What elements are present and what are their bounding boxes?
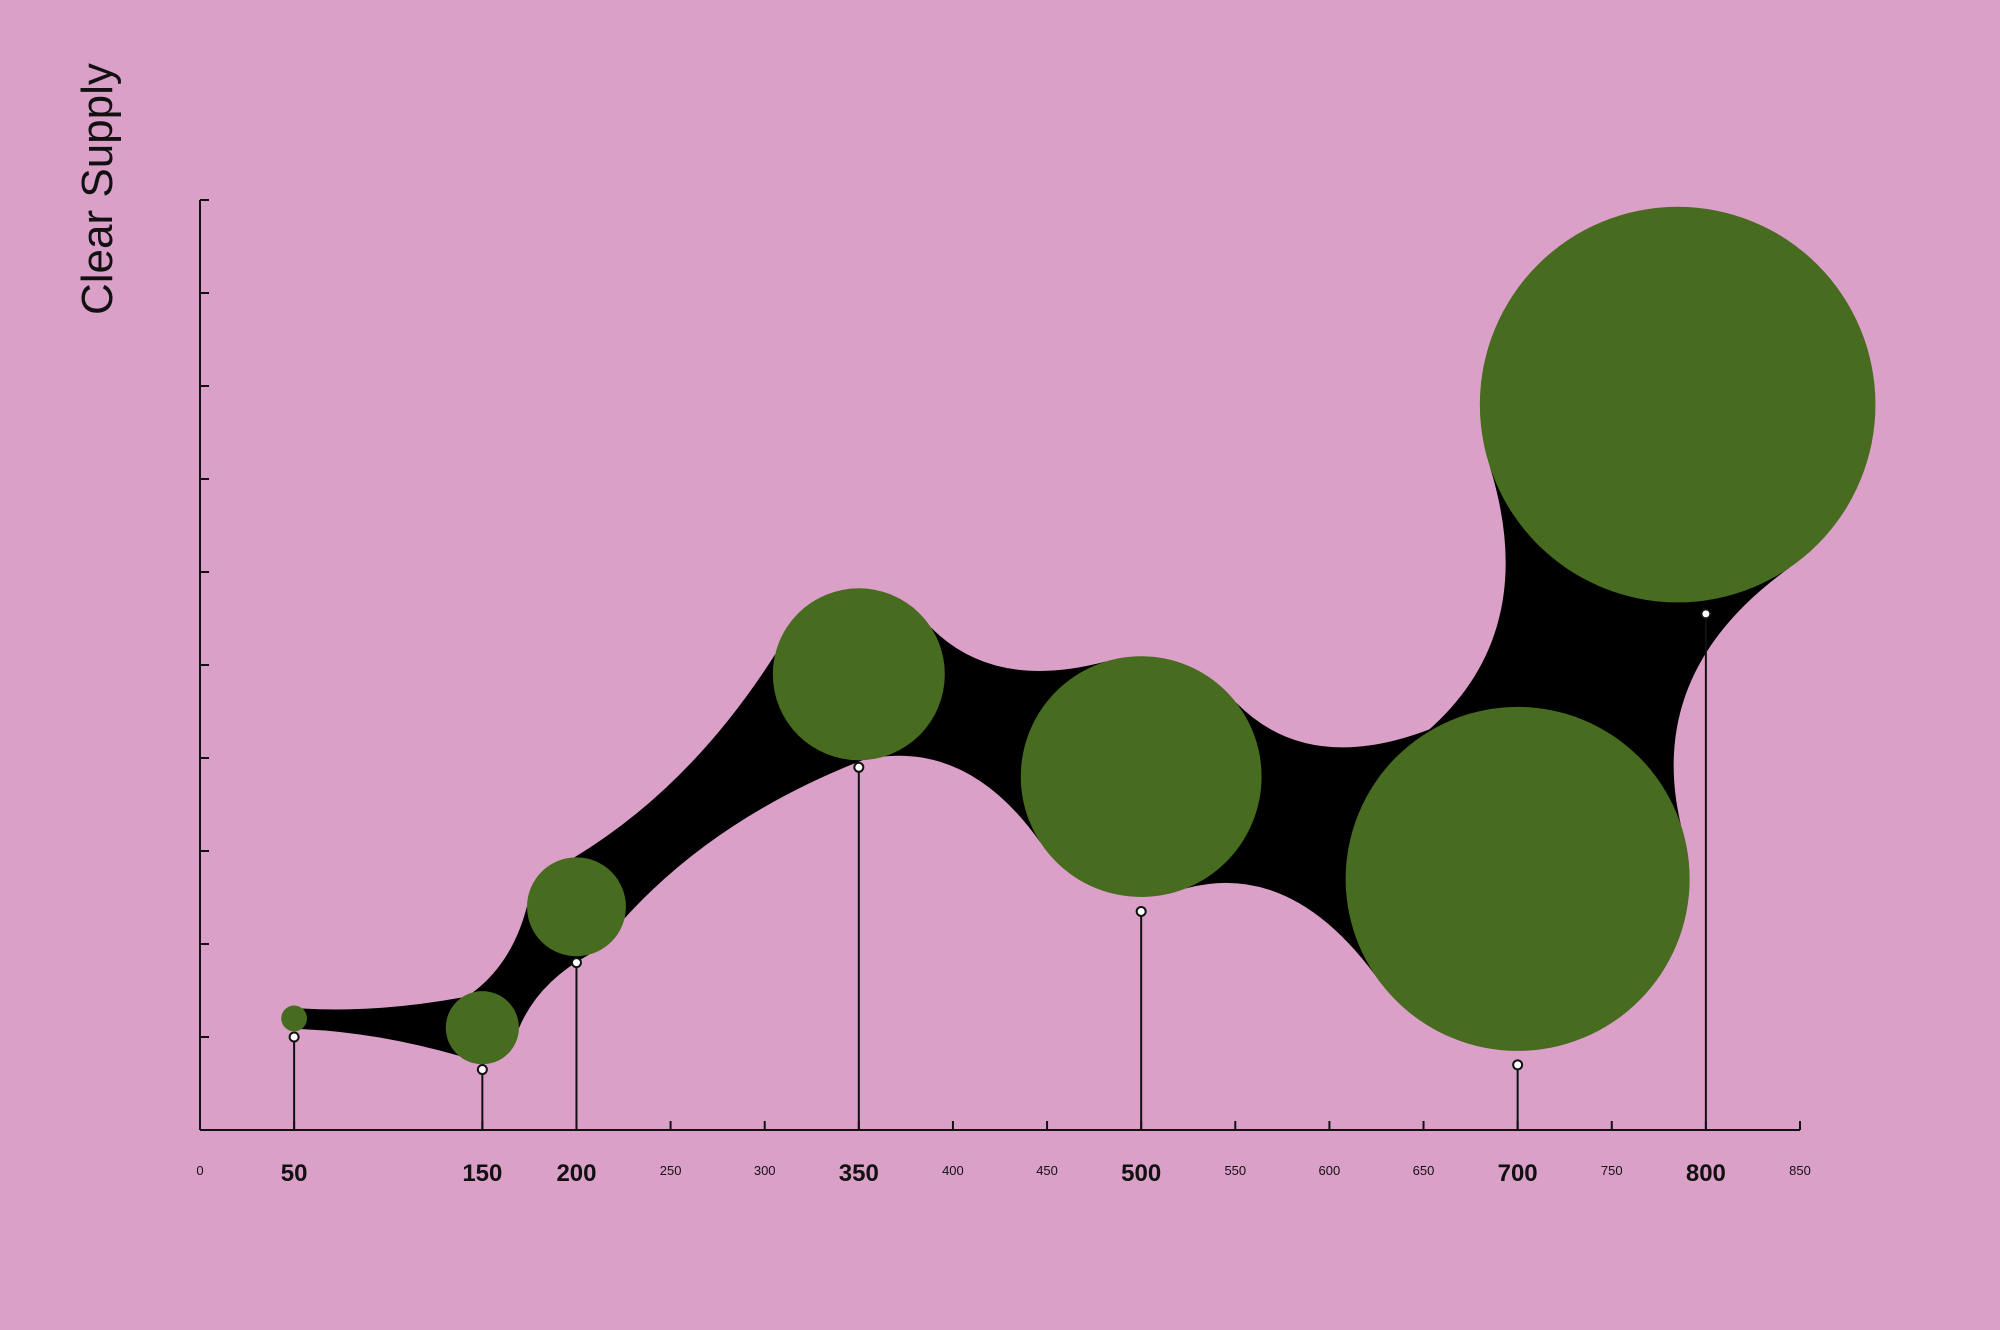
- x-tick-label: 50: [281, 1160, 308, 1187]
- connector-1: [294, 997, 483, 1056]
- x-tick-label: 0: [196, 1163, 203, 1178]
- bubble-150: [445, 991, 519, 1065]
- stem-marker-200: [570, 957, 582, 969]
- bubble-800: [1479, 206, 1876, 603]
- bubble-350: [772, 588, 945, 761]
- bubble-700: [1345, 706, 1690, 1051]
- axes: 0 50 150 200 250 300 350 400 450 500 550 600 650 700 7…: [196, 199, 1811, 1187]
- bubble-layer: [281, 206, 1876, 1065]
- x-tick-label: 850: [1789, 1163, 1811, 1178]
- bubble-50: [281, 1005, 308, 1032]
- bubble-200: [527, 857, 626, 957]
- x-tick-label: 750: [1601, 1163, 1623, 1178]
- x-tick-label: 450: [1036, 1163, 1058, 1178]
- x-tick-label: 600: [1319, 1163, 1341, 1178]
- x-tick-label: 150: [462, 1160, 502, 1187]
- x-tick-label: 250: [660, 1163, 682, 1178]
- x-tick-label: 400: [942, 1163, 964, 1178]
- stem-marker-800: [1700, 608, 1712, 620]
- stem-marker-150: [476, 1064, 488, 1076]
- x-tick-label: 500: [1121, 1160, 1161, 1187]
- y-ticks: [200, 199, 209, 1038]
- stem-marker-50: [288, 1031, 300, 1043]
- x-tick-label: 650: [1413, 1163, 1435, 1178]
- x-tick-label: 200: [556, 1160, 596, 1187]
- x-ticks: 0 50 150 200 250 300 350 400 450 500 550 600 650 700 7…: [196, 1121, 1811, 1187]
- stem-marker-500: [1135, 905, 1147, 917]
- x-tick-label: 350: [839, 1160, 879, 1187]
- stem-marker-350: [853, 761, 865, 773]
- stem-layer: [288, 608, 1712, 1130]
- x-tick-label: 550: [1224, 1163, 1246, 1178]
- bubble-500: [1020, 656, 1262, 897]
- x-tick-label: 700: [1498, 1160, 1538, 1187]
- stem-marker-700: [1512, 1059, 1524, 1071]
- x-tick-label: 800: [1686, 1160, 1726, 1187]
- y-axis-label: Clear Supply: [73, 63, 122, 315]
- x-tick-label: 300: [754, 1163, 776, 1178]
